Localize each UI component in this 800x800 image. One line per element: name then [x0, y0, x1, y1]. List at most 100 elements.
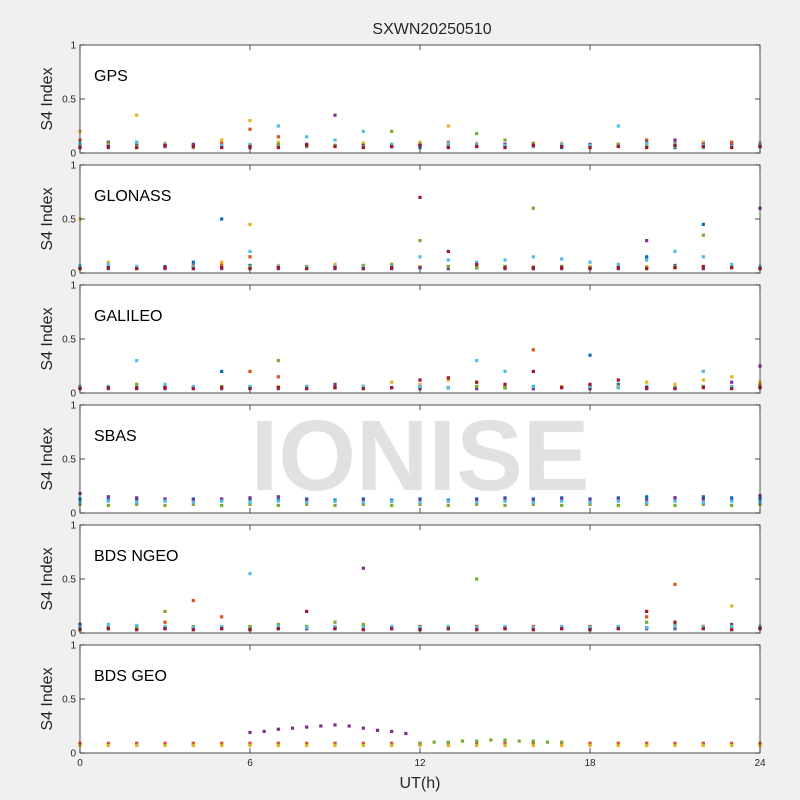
- data-point: [673, 624, 677, 629]
- data-point: [191, 502, 195, 506]
- data-point: [616, 624, 620, 629]
- data-point: [333, 624, 337, 629]
- data-point: [475, 739, 479, 743]
- data-point: [191, 498, 195, 502]
- data-point: [645, 498, 649, 502]
- data-point: [588, 741, 592, 745]
- data-point: [305, 387, 309, 391]
- x-tick-label: 6: [247, 758, 253, 769]
- data-point: [701, 144, 705, 149]
- data-point: [305, 135, 309, 139]
- data-point: [276, 135, 280, 139]
- data-point: [276, 499, 280, 503]
- data-point: [361, 267, 365, 271]
- data-point: [361, 387, 365, 391]
- data-point: [220, 217, 224, 221]
- data-point: [645, 267, 649, 271]
- data-point: [616, 144, 620, 149]
- data-point: [135, 743, 139, 748]
- data-point: [106, 743, 110, 748]
- data-point: [645, 255, 649, 259]
- data-point: [560, 627, 564, 631]
- data-point: [163, 382, 167, 386]
- data-point: [475, 131, 479, 136]
- data-point: [730, 622, 734, 626]
- panel-glonass: 0 0.5 1 GLONASS S4 Index: [39, 161, 762, 280]
- panel-label: BDS NGEO: [94, 548, 178, 565]
- data-point: [475, 500, 479, 504]
- data-point: [305, 741, 309, 745]
- data-point: [503, 143, 507, 148]
- data-point: [333, 144, 337, 149]
- data-point: [135, 113, 139, 117]
- data-point: [333, 382, 337, 386]
- data-point: [163, 743, 167, 748]
- data-point: [276, 743, 280, 748]
- data-point: [446, 624, 450, 629]
- data-point: [673, 503, 677, 508]
- y-tick-label: 0.5: [62, 335, 76, 346]
- data-point: [191, 384, 195, 389]
- data-point: [361, 726, 365, 730]
- data-point: [730, 387, 734, 391]
- data-point: [248, 264, 252, 269]
- series: [78, 743, 762, 748]
- data-point: [701, 222, 705, 226]
- series: [78, 572, 762, 630]
- y-tick-label: 0.5: [62, 695, 76, 706]
- data-point: [220, 741, 224, 745]
- data-point: [475, 577, 479, 581]
- data-point: [616, 497, 620, 501]
- data-point: [248, 384, 252, 389]
- data-point: [475, 628, 479, 632]
- data-point: [418, 378, 422, 382]
- data-point: [361, 263, 365, 268]
- data-point: [333, 503, 337, 508]
- y-tick-label: 0.5: [62, 215, 76, 226]
- plot-area: [80, 525, 760, 633]
- data-point: [588, 353, 592, 357]
- data-point: [404, 731, 408, 736]
- data-point: [616, 266, 620, 270]
- data-point: [390, 262, 394, 266]
- data-point: [418, 146, 422, 150]
- y-axis-label: S4 Index: [39, 427, 56, 490]
- x-tick-label: 0: [77, 758, 83, 769]
- data-point: [248, 127, 252, 131]
- data-point: [333, 266, 337, 270]
- data-point: [135, 623, 139, 628]
- data-point: [616, 262, 620, 266]
- data-point: [531, 741, 535, 745]
- data-point: [333, 499, 337, 503]
- data-point: [673, 743, 677, 748]
- data-point: [446, 264, 450, 269]
- data-point: [305, 743, 309, 748]
- data-point: [616, 627, 620, 631]
- data-point: [475, 144, 479, 149]
- data-point: [276, 627, 280, 631]
- data-point: [517, 739, 521, 743]
- data-point: [475, 743, 479, 748]
- data-point: [305, 725, 309, 729]
- data-point: [701, 369, 705, 373]
- data-point: [220, 143, 224, 148]
- data-point: [418, 498, 422, 502]
- x-axis-label: UT(h): [400, 775, 441, 792]
- data-point: [333, 741, 337, 745]
- data-point: [135, 140, 139, 144]
- data-point: [730, 496, 734, 500]
- y-tick-label: 0.5: [62, 95, 76, 106]
- data-point: [135, 387, 139, 391]
- data-point: [560, 624, 564, 629]
- data-point: [616, 503, 620, 508]
- data-point: [106, 260, 110, 264]
- series: [78, 499, 762, 504]
- data-point: [503, 258, 507, 262]
- data-point: [305, 498, 309, 502]
- x-tick-label: 12: [414, 758, 426, 769]
- data-point: [673, 382, 677, 386]
- data-point: [163, 386, 167, 390]
- data-point: [248, 255, 252, 259]
- data-point: [560, 740, 564, 744]
- data-point: [616, 124, 620, 128]
